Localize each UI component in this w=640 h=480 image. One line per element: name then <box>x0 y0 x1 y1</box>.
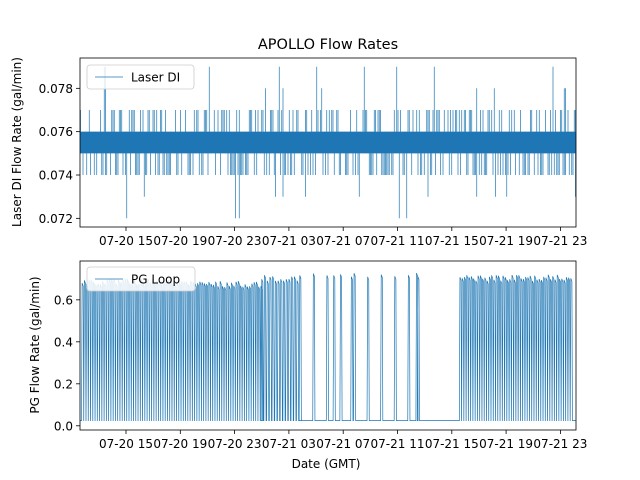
bottom-y-tick-label: 0.6 <box>54 293 73 307</box>
top-legend-box <box>86 64 195 90</box>
top-legend-label: Laser DI <box>131 71 180 85</box>
top-x-axis-ticks: 07-20 15 07-20 19 07-20 23 07-21 03 07-21 07… <box>99 227 587 248</box>
top-y-tick-label: 0.078 <box>39 82 73 96</box>
top-y-tick-label: 0.074 <box>39 169 73 183</box>
pg-loop-line <box>80 272 576 421</box>
top-x-tick-label: 07-21 23 <box>533 234 587 248</box>
bottom-x-tick-label: 07-21 15 <box>425 437 479 451</box>
bottom-legend-label: PG Loop <box>131 273 180 287</box>
bottom-x-tick-label: 07-20 19 <box>153 437 207 451</box>
bottom-x-tick-label: 07-20 23 <box>208 437 262 451</box>
top-x-tick-label: 07-20 15 <box>99 234 153 248</box>
bottom-y-tick-label: 0.4 <box>54 335 73 349</box>
top-y-tick-label: 0.072 <box>39 212 73 226</box>
bottom-y-axis-label: PG Flow Rate (gal/min) <box>28 276 42 413</box>
bottom-x-tick-label: 07-21 03 <box>262 437 316 451</box>
top-y-tick-label: 0.076 <box>39 125 73 139</box>
laser-di-line <box>80 66 576 219</box>
bottom-x-tick-label: 07-21 07 <box>316 437 370 451</box>
bottom-plot-frame <box>79 260 577 431</box>
top-y-axis-ticks: 0.072 0.074 0.076 0.078 <box>39 82 80 226</box>
bottom-x-axis-ticks: 07-20 15 07-20 19 07-20 23 07-21 03 07-21 07… <box>99 430 587 451</box>
top-legend: Laser DI <box>86 64 195 90</box>
bottom-y-axis-ticks: 0.0 0.2 0.4 0.6 <box>54 293 80 433</box>
bottom-x-tick-label: 07-20 15 <box>99 437 153 451</box>
x-axis-label: Date (GMT) <box>292 457 361 471</box>
bottom-y-tick-label: 0.2 <box>54 377 73 391</box>
top-plot-frame <box>79 57 577 228</box>
laser-di-series <box>80 66 576 219</box>
top-x-tick-label: 07-20 23 <box>208 234 262 248</box>
top-x-tick-label: 07-21 15 <box>425 234 479 248</box>
top-x-tick-label: 07-21 07 <box>316 234 370 248</box>
top-x-tick-label: 07-21 03 <box>262 234 316 248</box>
bottom-x-tick-label: 07-21 11 <box>371 437 425 451</box>
bottom-y-tick-label: 0.0 <box>54 419 73 433</box>
top-x-tick-label: 07-21 19 <box>479 234 533 248</box>
bottom-x-tick-label: 07-21 19 <box>479 437 533 451</box>
bottom-legend-box <box>86 266 196 292</box>
top-y-axis-label: Laser DI Flow Rate (gal/min) <box>10 57 24 227</box>
bottom-x-tick-label: 07-21 23 <box>533 437 587 451</box>
chart-title: APOLLO Flow Rates <box>258 37 398 53</box>
bottom-legend: PG Loop <box>86 266 196 292</box>
pg-loop-series <box>80 272 576 421</box>
top-x-tick-label: 07-20 19 <box>153 234 207 248</box>
top-x-tick-label: 07-21 11 <box>371 234 425 248</box>
